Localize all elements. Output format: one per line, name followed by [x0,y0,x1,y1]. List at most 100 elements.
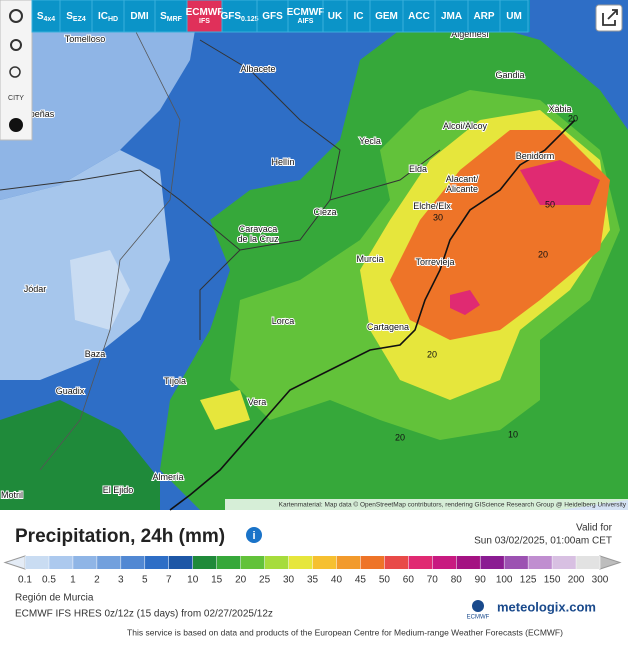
button-main: S [37,11,44,22]
model-button[interactable] [186,0,223,33]
place-label: Elche/Elx [413,201,451,211]
model-button-label[interactable]: ICHD [98,11,118,23]
place-label: Alacant/Alicante [446,174,479,194]
model-button[interactable] [499,0,529,33]
model-button-label[interactable]: DMI [130,11,149,22]
button-main: IC [98,11,108,22]
model-button-label[interactable]: UM [506,11,522,22]
model-button-label[interactable]: JMA [441,11,462,22]
place-line: Albacete [240,64,275,74]
scale-label: 10 [187,575,199,586]
place-label: Xàbia [548,104,571,114]
button-sub: MRF [167,16,183,23]
model-button-label[interactable]: S4x4 [37,11,55,23]
scale-swatch [384,556,409,569]
model-button-label[interactable]: GEM [375,11,398,22]
model-button-label[interactable]: ECMWF IFS [186,7,224,25]
place-label: Motril [1,490,23,500]
legend: Precipitation, 24h (mm) i Valid for Sun … [3,523,622,637]
button-sub: EZ4 [73,16,86,23]
place-line: Guadix [56,386,85,396]
scale-swatch [192,556,217,569]
scale-swatch [96,556,122,569]
place-label: Torrevieja [415,257,454,267]
place-line: Lorca [272,316,295,326]
scale-label: 15 [211,575,223,586]
scale-swatch [312,556,337,569]
zoom-button[interactable] [9,66,21,78]
button-sub: HD [108,16,118,23]
model-button-label[interactable]: UK [328,11,343,22]
over-arrow [599,555,622,570]
scale-swatch [432,556,457,569]
button-sub: IFS [199,18,210,25]
place-line: Cartagena [367,322,409,332]
model-button-label[interactable]: ECMWF AIFS [287,7,325,25]
place-line: Murcia [356,254,383,264]
place-line: Elche/Elx [413,201,451,211]
under-arrow [3,555,26,570]
place-line: Yecla [359,136,381,146]
button-main: UK [328,11,343,22]
button-sub: 0.125 [241,16,259,23]
place-label: Lorca [272,316,295,326]
place-line: Gandia [495,70,524,80]
contour-label: 30 [433,212,443,222]
legend-title: Precipitation, 24h (mm) [15,526,225,547]
contour-label: 20 [427,349,437,359]
dot-button[interactable] [9,118,23,132]
place-line: Tomelloso [65,34,106,44]
place-label: Cieza [313,207,336,217]
scale-label: 2 [94,575,100,586]
button-main: S [66,11,73,22]
model-button-label[interactable]: SEZ4 [66,11,86,23]
place-label: peñas [30,109,55,119]
scale-label: 1 [70,575,76,586]
model-button-label[interactable]: GFS0.125 [220,11,258,23]
contour-label: 10 [508,429,518,439]
model-button-label[interactable]: ARP [473,11,494,22]
brand-logo: meteologix.com [497,599,596,614]
scale-label: 35 [307,575,319,586]
scale-swatch [456,556,481,569]
refresh-button[interactable] [9,9,23,23]
scale-label: 20 [235,575,247,586]
scale-swatch [168,556,194,569]
scale-swatch [120,556,146,569]
scale-swatch [504,556,529,569]
model-button-label[interactable]: IC [354,11,364,22]
button-sub: AIFS [298,18,314,25]
region: Región de Murcia [15,593,94,604]
valid-time: Sun 03/02/2025, 01:00am CET [474,536,612,547]
scale-swatch [576,556,601,569]
scale-label: 70 [427,575,439,586]
scale-label: 30 [283,575,295,586]
valid-label: Valid for [576,523,613,534]
info-button[interactable] [246,527,262,543]
place-label: Cartagena [367,322,409,332]
info-icon[interactable]: i [252,530,255,542]
model-button-label[interactable]: SMRF [160,11,183,23]
place-label: Almería [152,472,183,482]
city-button[interactable]: CITY [8,95,24,102]
place-labels: TomellosoAlbaceteAlgemesíGandiaXàbiaAlco… [0,28,627,508]
contour-label: 20 [395,432,405,442]
place-line: Hellín [271,157,294,167]
scale-label: 90 [475,575,487,586]
button-main: ECMWF [186,7,224,18]
place-line: Xàbia [548,104,571,114]
button-main: ECMWF [287,7,325,18]
place-line: Motril [1,490,23,500]
button-main: DMI [130,11,149,22]
place-line: Almería [152,472,183,482]
model-button-label[interactable]: ACC [408,11,430,22]
place-line: El Ejido [103,485,134,495]
place-line: Vera [248,397,267,407]
location-button[interactable] [10,39,22,51]
scale-label: 0.1 [18,575,32,586]
scale-swatch [360,556,385,569]
place-label: El Ejido [103,485,134,495]
place-line: de la Cruz [237,234,279,244]
model-button-label[interactable]: GFS [262,11,283,22]
place-line: Jódar [24,284,47,294]
